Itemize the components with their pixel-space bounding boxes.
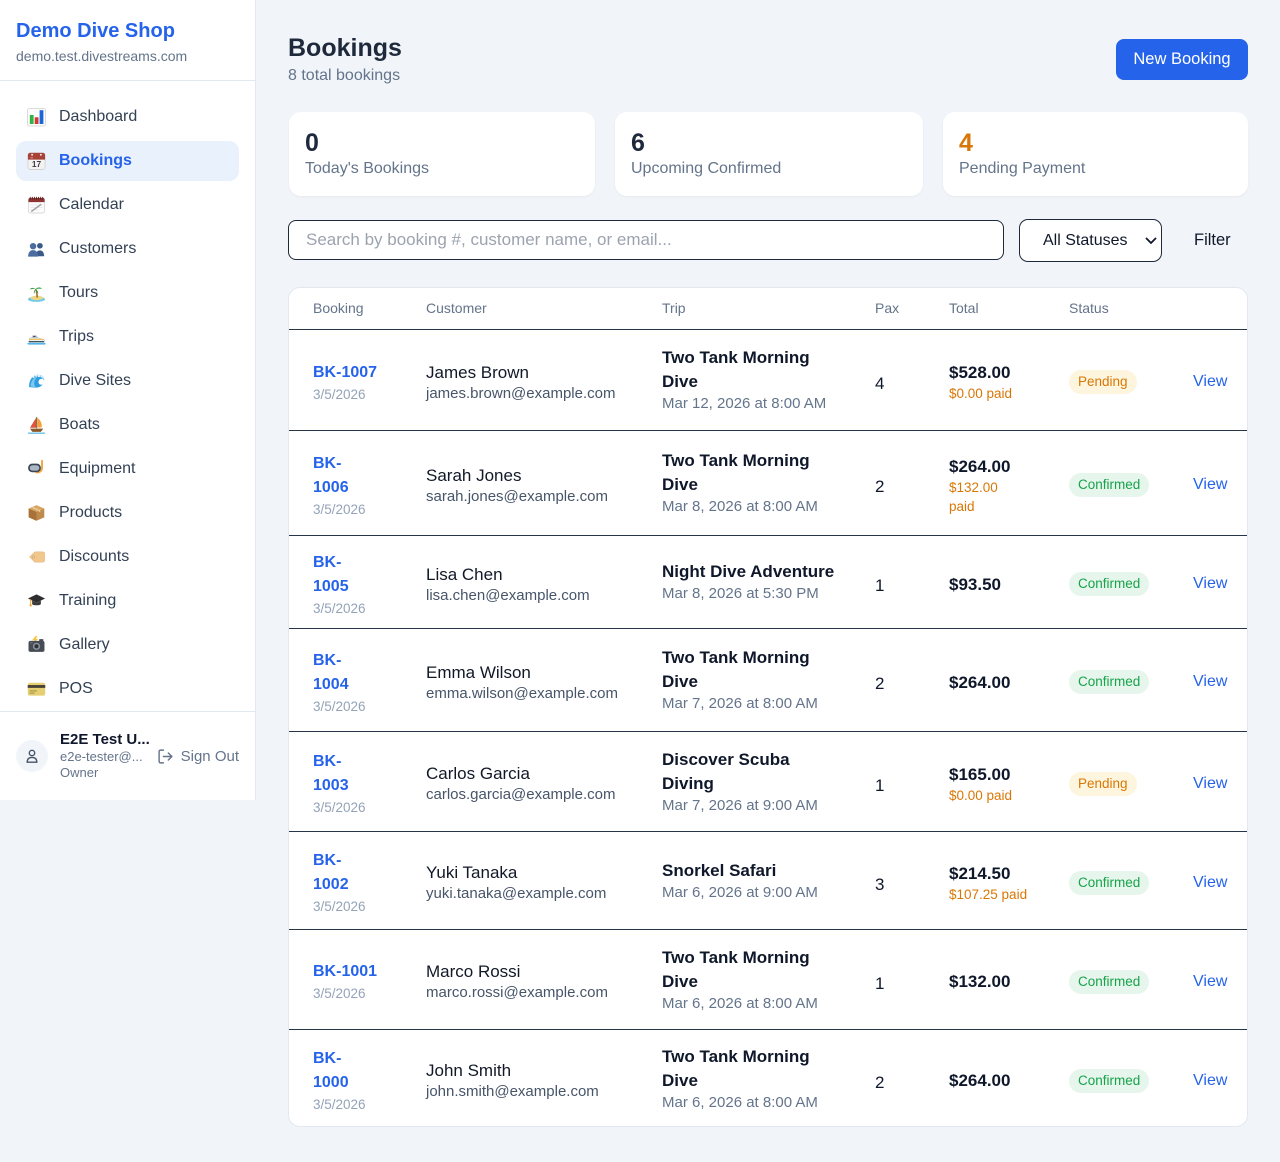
- svg-text:17: 17: [32, 159, 42, 169]
